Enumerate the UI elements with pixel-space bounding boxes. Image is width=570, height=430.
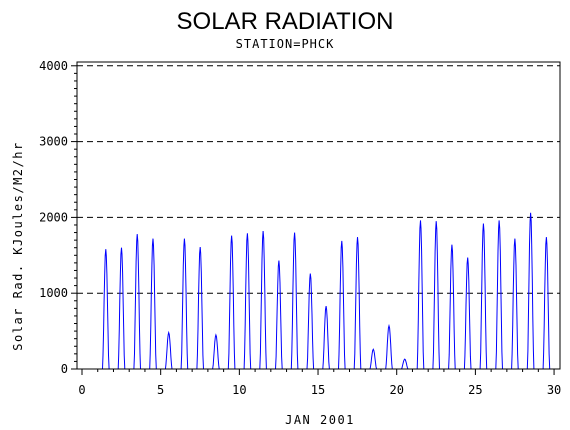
x-tick-label: 10: [232, 383, 246, 397]
x-tick-label: 30: [547, 383, 561, 397]
x-tick-label: 0: [78, 383, 85, 397]
y-tick-label: 3000: [39, 135, 68, 149]
y-tick-label: 1000: [39, 286, 68, 300]
y-axis: 0 1000 2000 3000 4000: [39, 59, 77, 376]
plot-frame: [76, 61, 561, 370]
x-tick-label: 15: [311, 383, 325, 397]
series-layer: [97, 212, 555, 370]
y-axis-title: Solar Rad. KJoules/M2/hr: [11, 141, 25, 350]
series-line-0: [97, 212, 555, 370]
x-axis: 0 5 10 15 20 25 30: [78, 369, 561, 397]
y-tick-label: 0: [61, 362, 68, 376]
y-tick-label: 4000: [39, 59, 68, 73]
x-tick-label: 20: [389, 383, 403, 397]
x-axis-title: JAN 2001: [285, 413, 355, 427]
chart-subtitle: STATION=PHCK: [236, 37, 335, 51]
chart-title: SOLAR RADIATION: [177, 8, 394, 35]
x-tick-label: 25: [468, 383, 482, 397]
reference-lines: [77, 65, 560, 294]
x-tick-label: 5: [157, 383, 164, 397]
y-tick-label: 2000: [39, 210, 68, 224]
